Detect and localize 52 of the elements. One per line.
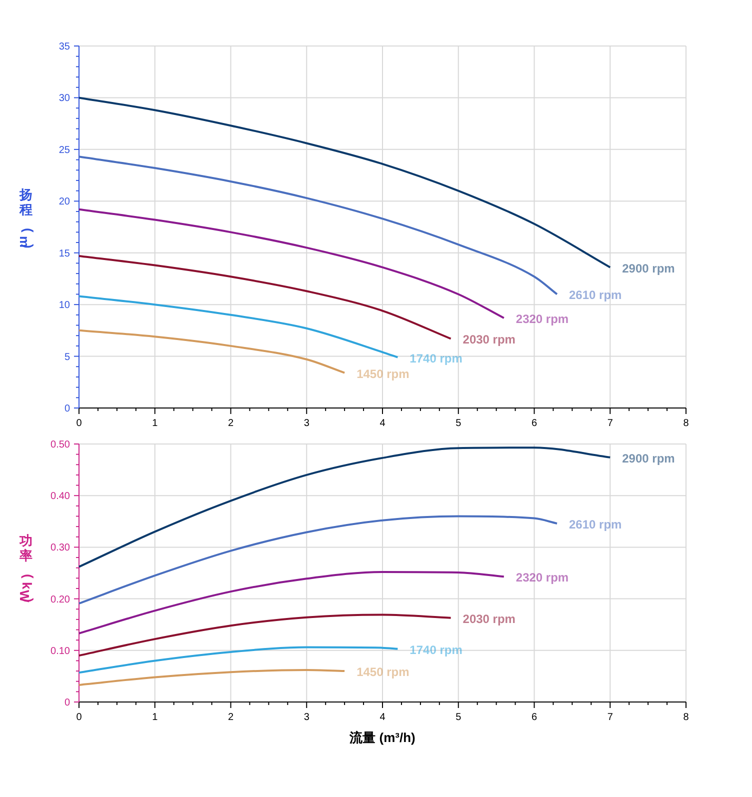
series-label: 2030 rpm — [462, 332, 516, 347]
x-tick-label: 1 — [152, 712, 158, 723]
series-label: 1740 rpm — [410, 642, 462, 657]
y-tick-label: 0 — [64, 698, 70, 708]
x-tick-label: 6 — [531, 712, 538, 723]
x-tick-label: 8 — [683, 712, 690, 723]
x-tick-label: 4 — [380, 418, 386, 429]
y-tick-label: 0.10 — [50, 646, 70, 657]
line-series — [78, 295, 399, 358]
x-tick-label: 8 — [683, 418, 690, 429]
line-series — [78, 96, 612, 268]
series-label: 2900 rpm — [622, 261, 675, 276]
series-label: 2320 rpm — [516, 312, 569, 326]
y-tick-label: 0.20 — [50, 594, 70, 606]
y-tick-label: 30 — [58, 93, 70, 104]
y-tick-label: 0.50 — [50, 440, 70, 450]
y-tick-label: 25 — [58, 144, 70, 156]
x-tick-label: 5 — [456, 418, 462, 429]
y-tick-label: 5 — [64, 352, 70, 363]
x-axis-title: 流量 (m³/h) — [348, 730, 416, 745]
x-tick-label: 0 — [76, 712, 82, 723]
series-label: 1450 rpm — [356, 366, 410, 381]
y-tick-label: 10 — [58, 300, 70, 312]
y-tick-label: 15 — [58, 248, 70, 260]
series-label: 1450 rpm — [356, 665, 410, 680]
x-tick-label: 5 — [456, 712, 462, 723]
series-label: 2610 rpm — [569, 517, 622, 532]
x-tick-label: 3 — [304, 712, 310, 723]
series-label: 2030 rpm — [462, 612, 516, 626]
x-tick-label: 2 — [228, 712, 234, 723]
line-series — [78, 254, 452, 340]
x-tick-label: 4 — [380, 712, 386, 723]
x-tick-label: 2 — [228, 418, 234, 429]
y-tick-label: 0.40 — [50, 491, 70, 502]
series-label: 2900 rpm — [622, 451, 675, 466]
x-tick-label: 7 — [607, 418, 614, 429]
y-tick-label: 20 — [58, 196, 70, 208]
x-tick-label: 6 — [531, 418, 538, 429]
series-label: 1740 rpm — [410, 351, 462, 366]
series-label: 2610 rpm — [569, 288, 622, 302]
line-series — [78, 669, 346, 686]
line-series — [78, 329, 346, 374]
y-tick-label: 0 — [64, 404, 70, 414]
x-tick-label: 7 — [607, 712, 614, 723]
line-series — [78, 156, 558, 296]
y-tick-label: 35 — [58, 42, 70, 52]
line-series — [78, 208, 505, 320]
x-tick-label: 0 — [76, 418, 82, 429]
y-tick-label: 0.30 — [50, 542, 70, 554]
x-tick-label: 3 — [304, 418, 310, 429]
x-tick-label: 1 — [152, 418, 158, 429]
series-label: 2320 rpm — [516, 570, 569, 585]
